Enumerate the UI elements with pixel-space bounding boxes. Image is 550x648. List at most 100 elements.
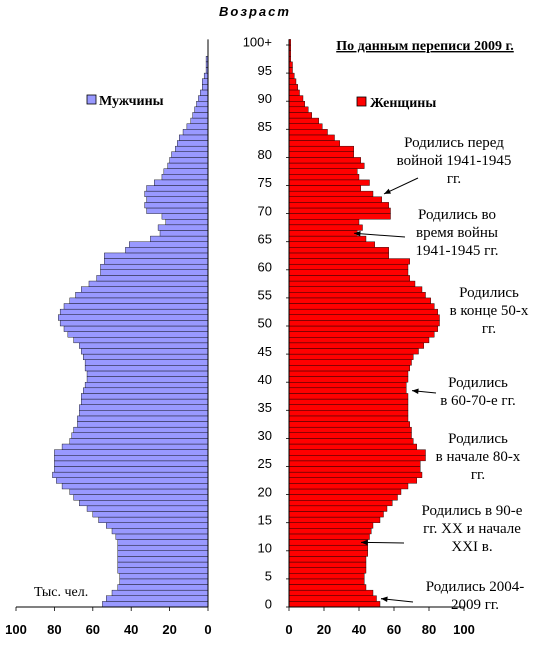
- annotation-line: 2009 гг.: [451, 597, 499, 613]
- male-bar-age-65: [150, 235, 209, 242]
- female-bar-age-51: [288, 314, 440, 321]
- male-bar-age-31: [73, 426, 209, 433]
- female-bar-age-31: [288, 426, 412, 433]
- male-bar-age-82: [177, 140, 209, 147]
- female-bar-age-78: [288, 162, 365, 169]
- female-bar-age-1: [288, 595, 377, 602]
- female-bar-age-68: [288, 219, 360, 226]
- female-bar-age-56: [288, 286, 423, 293]
- male-bar-age-28: [61, 443, 209, 450]
- annotation-line: Родились: [448, 431, 508, 447]
- age-tick-55: 55: [258, 288, 272, 303]
- female-bar-age-59: [288, 269, 409, 276]
- male-bar-age-43: [84, 359, 209, 366]
- female-bar-age-83: [288, 134, 335, 141]
- female-bar-age-73: [288, 190, 374, 197]
- male-bar-age-38: [82, 387, 209, 394]
- female-bar-age-24: [288, 466, 421, 473]
- male-bar-age-55: [75, 292, 209, 299]
- chart-title: Возраст: [219, 4, 291, 19]
- female-bar-age-40: [288, 376, 409, 383]
- male-bar-age-84: [182, 129, 209, 136]
- male-bar-age-19: [73, 494, 209, 501]
- male-bar-age-79: [169, 157, 209, 164]
- female-bar-age-11: [288, 539, 368, 546]
- age-tick-95: 95: [258, 63, 272, 78]
- female-bar-age-84: [288, 129, 328, 136]
- female-bar-age-34: [288, 410, 409, 417]
- male-bar-age-18: [79, 500, 209, 507]
- male-bar-age-0: [102, 601, 209, 608]
- female-bar-age-35: [288, 404, 409, 411]
- annotation-line: Родились: [459, 285, 519, 301]
- female-bar-age-46: [288, 342, 424, 349]
- female-bar-age-94: [288, 72, 295, 79]
- axes: [15, 39, 465, 611]
- male-bar-age-61: [104, 258, 209, 265]
- male-bar-age-72: [146, 196, 209, 203]
- male-bar-age-93: [202, 78, 209, 85]
- female-bars: [288, 39, 440, 608]
- annotation-line: гг.: [471, 467, 485, 483]
- age-tick-35: 35: [258, 400, 272, 415]
- male-bar-age-86: [190, 117, 209, 124]
- male-bar-age-56: [81, 286, 209, 293]
- female-bar-age-49: [288, 325, 438, 332]
- annotation-arrowhead: [361, 539, 368, 546]
- male-bar-age-37: [81, 393, 209, 400]
- female-bar-age-53: [288, 303, 435, 310]
- female-bar-age-60: [288, 263, 409, 270]
- male-bar-age-64: [129, 241, 209, 248]
- age-tick-80: 80: [258, 147, 272, 162]
- legend-male-swatch: [86, 94, 97, 105]
- female-bar-age-55: [288, 292, 426, 299]
- age-tick-45: 45: [258, 344, 272, 359]
- female-bar-age-22: [288, 477, 417, 484]
- female-bar-age-61: [288, 258, 410, 265]
- annotation-arrow-line: [360, 541, 405, 544]
- male-bar-age-78: [167, 162, 209, 169]
- female-bar-age-36: [288, 398, 409, 405]
- female-bar-age-57: [288, 280, 416, 287]
- female-bar-age-26: [288, 455, 426, 462]
- age-tick-25: 25: [258, 456, 272, 471]
- female-bar-age-62: [288, 252, 389, 259]
- male-bars: [52, 56, 209, 608]
- female-bar-age-76: [288, 174, 360, 181]
- male-bar-age-85: [186, 123, 209, 130]
- male-bar-age-74: [146, 185, 209, 192]
- female-bar-age-64: [288, 241, 375, 248]
- female-bar-age-3: [288, 584, 367, 591]
- female-bar-age-71: [288, 202, 389, 209]
- female-bar-age-0: [288, 601, 381, 608]
- right-x-tick-100: 100: [453, 622, 475, 637]
- age-tick-0: 0: [265, 597, 272, 612]
- male-bar-age-63: [125, 247, 209, 254]
- female-bar-age-90: [288, 95, 304, 102]
- right-x-tick-0: 0: [285, 622, 292, 637]
- male-bar-age-12: [115, 533, 209, 540]
- female-bar-age-69: [288, 213, 391, 220]
- left-x-tick-100: 100: [5, 622, 27, 637]
- male-bar-age-6: [117, 567, 209, 574]
- source-note: По данным переписи 2009 г.: [336, 39, 514, 54]
- male-bar-age-89: [196, 100, 209, 108]
- age-tick-65: 65: [258, 231, 272, 246]
- female-bar-age-38: [288, 387, 407, 394]
- female-bar-age-45: [288, 348, 419, 355]
- male-bar-age-29: [69, 438, 209, 445]
- female-bar-age-85: [288, 123, 323, 130]
- female-bar-age-67: [288, 224, 363, 231]
- male-bar-age-24: [54, 466, 209, 473]
- female-bar-age-18: [288, 500, 393, 507]
- male-bar-age-17: [86, 505, 209, 512]
- age-tick-15: 15: [258, 512, 272, 527]
- male-bar-age-11: [117, 539, 209, 546]
- male-bar-age-23: [52, 471, 209, 478]
- female-bar-age-12: [288, 533, 370, 540]
- female-bar-age-27: [288, 449, 426, 456]
- female-bar-age-74: [288, 185, 361, 192]
- male-bar-age-44: [82, 353, 209, 360]
- unit-label: Тыс. чел.: [34, 585, 88, 600]
- female-bar-age-66: [288, 230, 358, 237]
